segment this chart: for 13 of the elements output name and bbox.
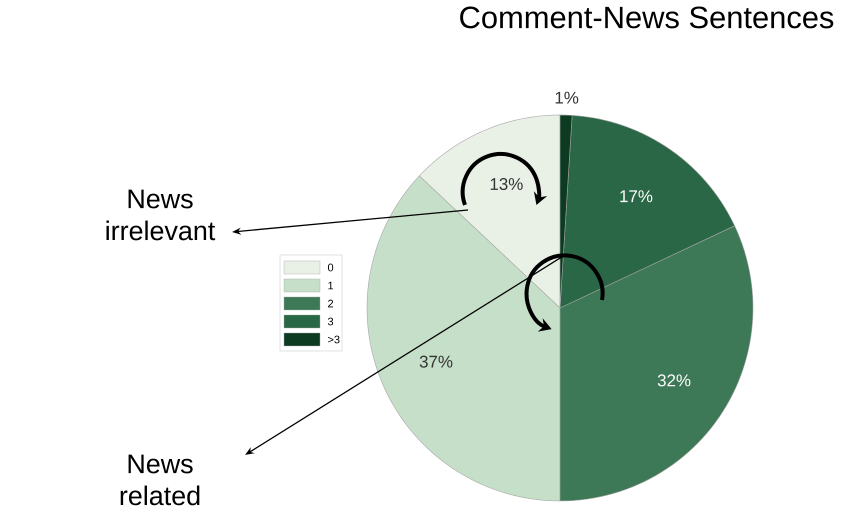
data-label: 13%: [490, 178, 523, 190]
text: News related: [120, 454, 200, 506]
text: News irrelevant: [106, 190, 216, 240]
data-label: 17%: [620, 190, 652, 202]
data-label: 37%: [420, 356, 452, 368]
data-label: 1%: [556, 92, 578, 104]
legend-label: >3: [328, 336, 340, 344]
legend-label: 1: [328, 282, 334, 290]
legend-label: 3: [328, 318, 334, 326]
legend-label: 2: [328, 300, 334, 308]
legend-label: 0: [328, 264, 334, 272]
chart-title: Comment-News Sentences: [460, 6, 834, 28]
data-label: 32%: [658, 374, 690, 386]
